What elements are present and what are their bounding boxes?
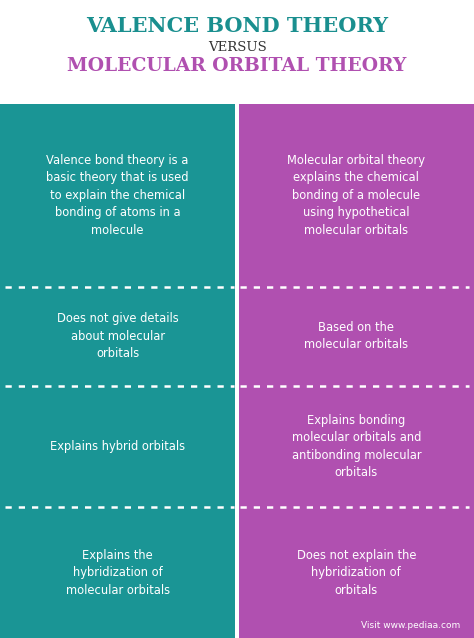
Text: Based on the
molecular orbitals: Based on the molecular orbitals <box>304 321 409 352</box>
Bar <box>0 507 235 638</box>
Text: VALENCE BOND THEORY: VALENCE BOND THEORY <box>86 16 388 36</box>
Bar <box>238 507 474 638</box>
Text: Explains hybrid orbitals: Explains hybrid orbitals <box>50 440 185 453</box>
Text: Visit www.pediaa.com: Visit www.pediaa.com <box>361 621 460 630</box>
Bar <box>0 385 235 507</box>
Bar <box>0 287 235 385</box>
Text: Explains the
hybridization of
molecular orbitals: Explains the hybridization of molecular … <box>65 549 170 597</box>
Text: VERSUS: VERSUS <box>208 41 266 54</box>
Text: Explains bonding
molecular orbitals and
antibonding molecular
orbitals: Explains bonding molecular orbitals and … <box>292 413 421 479</box>
Text: Valence bond theory is a
basic theory that is used
to explain the chemical
bondi: Valence bond theory is a basic theory th… <box>46 154 189 237</box>
Text: MOLECULAR ORBITAL THEORY: MOLECULAR ORBITAL THEORY <box>67 57 407 75</box>
Bar <box>238 287 474 385</box>
Text: Does not give details
about molecular
orbitals: Does not give details about molecular or… <box>57 312 179 360</box>
Text: Molecular orbital theory
explains the chemical
bonding of a molecule
using hypot: Molecular orbital theory explains the ch… <box>287 154 425 237</box>
Bar <box>0 104 235 287</box>
Bar <box>238 385 474 507</box>
Bar <box>238 104 474 287</box>
Text: Does not explain the
hybridization of
orbitals: Does not explain the hybridization of or… <box>297 549 416 597</box>
